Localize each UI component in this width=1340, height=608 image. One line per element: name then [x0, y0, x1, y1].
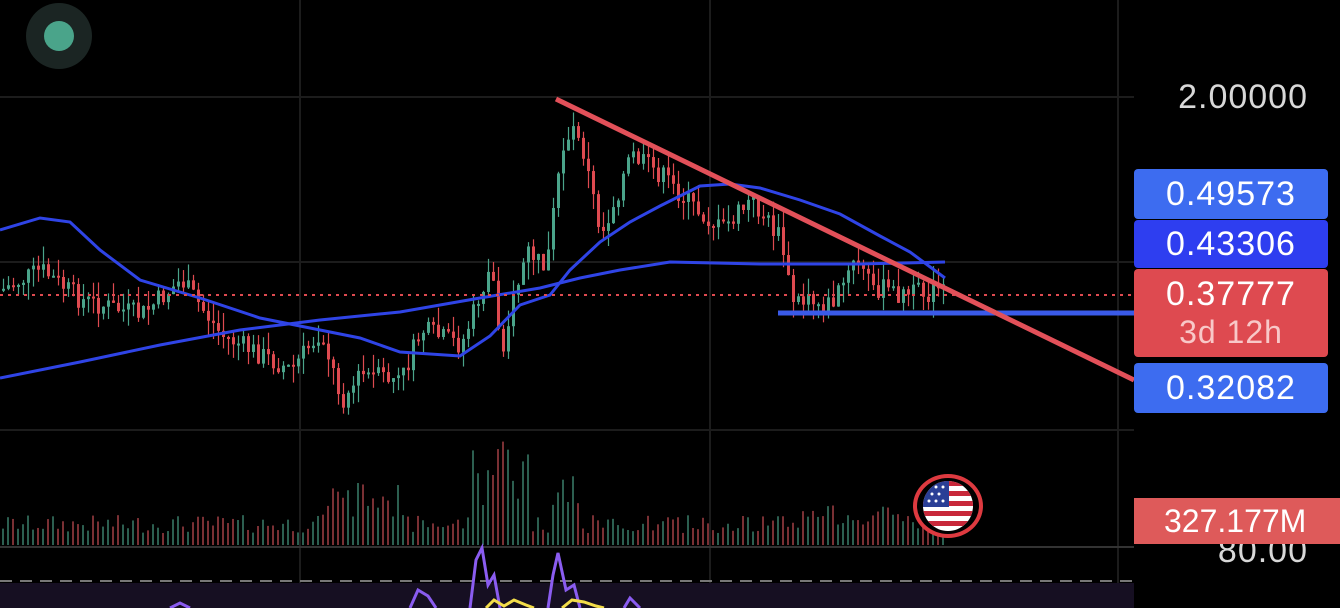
volume-tag: 327.177M [1134, 498, 1340, 544]
moving-average-slow [0, 260, 946, 380]
rsi-line [169, 543, 642, 608]
trendline[interactable] [554, 96, 1136, 383]
candlesticks [2, 112, 945, 415]
rsi-ma-line [484, 598, 605, 608]
economic-event-marker[interactable] [913, 474, 983, 538]
last-price-value: 0.37777 [1166, 275, 1296, 313]
ma-lower-price-tag: 0.43306 [1134, 220, 1328, 268]
indicator-toggle-icon [44, 21, 74, 51]
candle-countdown: 3d 12h [1179, 314, 1283, 350]
price-axis-label: 2.00000 [1178, 78, 1308, 116]
support-price-tag: 0.32082 [1134, 363, 1328, 413]
volume-bars [2, 441, 944, 545]
us-flag-icon [923, 481, 973, 531]
indicator-toggle-button[interactable] [26, 3, 92, 69]
ma-upper-price-tag: 0.49573 [1134, 169, 1328, 219]
grid-lines [0, 0, 1134, 608]
last-price-tag: 0.37777 3d 12h [1134, 269, 1328, 357]
moving-average-fast [0, 182, 946, 358]
